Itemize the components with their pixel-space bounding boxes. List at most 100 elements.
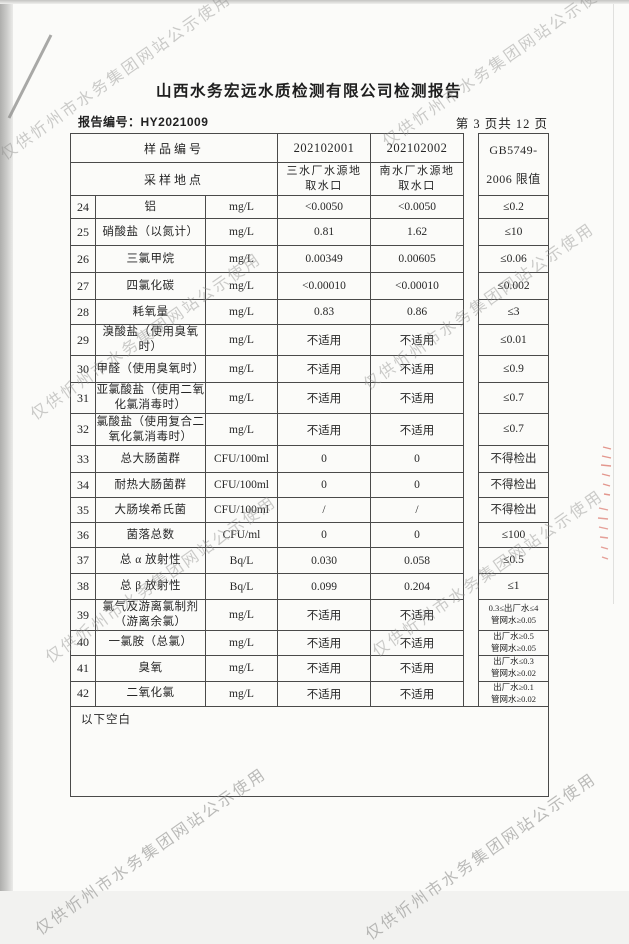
table-row: 37 总 α 放射性 Bq/L 0.030 0.058 ≤0.5 [70,547,549,574]
param-name: 二氧化氯 [95,680,206,707]
limit-value: ≤0.002 [478,272,549,300]
limit-value: ≤100 [478,522,549,548]
sample2-value: 0 [370,445,464,473]
sample1-value: <0.0050 [277,195,371,219]
sample2-value: 不适用 [370,382,464,414]
row-number: 29 [70,324,96,356]
sample1-value: 0.030 [277,547,371,574]
sample1-value: 不适用 [277,382,371,414]
sample2-value: 不适用 [370,599,464,631]
table-row: 40 一氯胺（总氯） mg/L 不适用 不适用 出厂水≥0.5 管网水≥0.05 [70,630,549,656]
row-number: 24 [70,195,96,219]
sample1-value: 不适用 [277,654,371,682]
results-table-footer: 以下空白 [70,705,549,797]
sample2-value: 0.204 [370,573,464,600]
param-name: 臭氧 [95,654,206,682]
gap-cell [463,195,479,219]
sample1-value: 0 [277,522,371,548]
param-name: 氯酸盐（使用复合二 氧化氯消毒时） [95,413,206,446]
gap-cell [463,497,479,523]
param-name: 一氯胺（总氯） [95,630,206,656]
table-row: 27 四氯化碳 mg/L <0.00010 <0.00010 ≤0.002 [70,272,549,300]
table-row: 42 二氧化氯 mg/L 不适用 不适用 出厂水≥0.1 管网水≥0.02 [70,680,549,707]
table-row: 30 甲醛（使用臭氧时） mg/L 不适用 不适用 ≤0.9 [70,355,549,383]
sample2-value: 不适用 [370,324,464,356]
sample2-value: / [370,497,464,523]
gap-cell [463,573,479,600]
param-name: 耗氧量 [95,299,206,325]
gap-cell [463,413,479,446]
scan-edge-left [0,0,13,891]
unit: CFU/ml [205,522,278,548]
param-name: 菌落总数 [95,522,206,548]
row-number: 28 [70,299,96,325]
sample-id-2: 202102002 [370,133,464,163]
unit: mg/L [205,599,278,631]
limit-value: ≤0.7 [478,413,549,446]
sampling-location-1: 三水厂水源地 取水口 [277,162,371,196]
sample1-value: 0 [277,472,371,498]
gap-cell [463,299,479,325]
gap-cell [463,472,479,498]
sample-no-label: 样品编号 [70,133,278,163]
sample1-value: 不适用 [277,413,371,446]
sample1-value: 0 [277,445,371,473]
limit-column-header: GB5749- 2006 限值 [478,133,549,196]
unit: CFU/100ml [205,497,278,523]
gap-cell [463,599,479,631]
row-number: 41 [70,654,96,682]
scan-edge-right [613,4,614,604]
table-row: 32 氯酸盐（使用复合二 氧化氯消毒时） mg/L 不适用 不适用 ≤0.7 [70,413,549,446]
row-number: 38 [70,573,96,600]
limit-value: 出厂水≥0.1 管网水≥0.02 [478,680,549,707]
limit-value: ≤0.01 [478,324,549,356]
table-row: 36 菌落总数 CFU/ml 0 0 ≤100 [70,522,549,548]
unit: mg/L [205,272,278,300]
gap-cell [463,445,479,473]
table-row: 34 耐热大肠菌群 CFU/100ml 0 0 不得检出 [70,472,549,498]
unit: mg/L [205,654,278,682]
limit-value: ≤0.06 [478,245,549,273]
row-number: 40 [70,630,96,656]
param-name: 硝酸盐（以氮计） [95,218,206,246]
row-number: 32 [70,413,96,446]
param-name: 总大肠菌群 [95,445,206,473]
sample1-value: 0.81 [277,218,371,246]
param-name: 大肠埃希氏菌 [95,497,206,523]
gap-cell [463,630,479,656]
param-name: 甲醛（使用臭氧时） [95,355,206,383]
table-row: 41 臭氧 mg/L 不适用 不适用 出厂水≤0.3 管网水≥0.02 [70,654,549,682]
sampling-location-2: 南水厂水源地 取水口 [370,162,464,196]
table-row: 28 耗氧量 mg/L 0.83 0.86 ≤3 [70,299,549,325]
sample1-value: 0.83 [277,299,371,325]
table-row: 24 铝 mg/L <0.0050 <0.0050 ≤0.2 [70,195,549,219]
limit-value: ≤0.2 [478,195,549,219]
param-name: 三氯甲烷 [95,245,206,273]
row-number: 36 [70,522,96,548]
sample1-value: 不适用 [277,324,371,356]
unit: CFU/100ml [205,472,278,498]
sample1-value: 不适用 [277,355,371,383]
param-name: 耐热大肠菌群 [95,472,206,498]
limit-value: 出厂水≥0.5 管网水≥0.05 [478,630,549,656]
sample2-value: 不适用 [370,630,464,656]
unit: mg/L [205,630,278,656]
row-number: 42 [70,680,96,707]
limit-value: 出厂水≤0.3 管网水≥0.02 [478,654,549,682]
below-blank-note: 以下空白 [70,705,549,797]
gap-cell [463,218,479,246]
unit: mg/L [205,382,278,414]
limit-value: ≤0.5 [478,547,549,574]
page-indicator: 第 3 页共 12 页 [455,117,548,131]
gap-cell [463,681,479,707]
unit: mg/L [205,245,278,273]
sample2-value: 不适用 [370,355,464,383]
table-row: 35 大肠埃希氏菌 CFU/100ml / / 不得检出 [70,497,549,523]
limit-value: ≤0.9 [478,355,549,383]
sample2-value: <0.0050 [370,195,464,219]
param-name: 四氯化碳 [95,272,206,300]
gap-cell [463,655,479,682]
limit-value: ≤3 [478,299,549,325]
param-name: 溴酸盐（使用臭氧 时） [95,324,206,356]
sample2-value: 不适用 [370,680,464,707]
